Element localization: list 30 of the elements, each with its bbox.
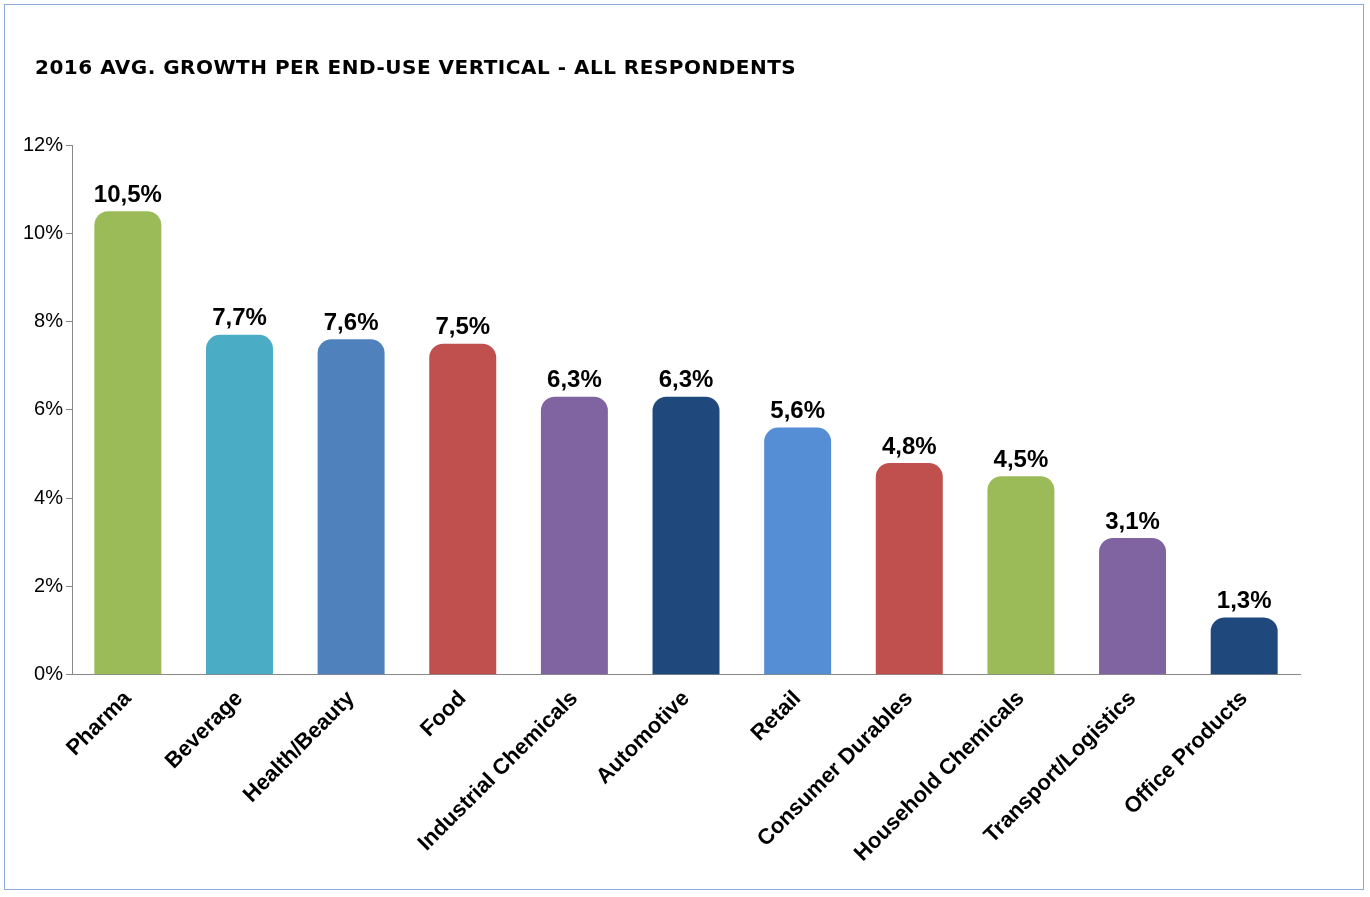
data-label: 4,5% [993,444,1049,472]
data-label: 5,6% [770,396,825,424]
y-tick-label: 2% [34,574,64,597]
bar [652,396,720,675]
chart-title: 2016 AVG. GROWTH PER END-USE VERTICAL - ALL RESPONDENTS [35,55,797,79]
y-tick-label: 0% [34,662,64,685]
data-label: 7,7% [212,303,267,331]
data-label: 4,8% [881,431,937,459]
data-label: 7,6% [323,307,379,335]
y-tick-label: 6% [34,397,64,420]
bar [205,334,273,675]
data-label: 3,1% [1105,506,1160,534]
data-label: 10,5% [93,179,162,207]
y-tick-label: 8% [34,309,64,332]
bar [317,339,385,675]
bar [540,396,608,675]
bar [764,427,832,675]
data-label: 7,5% [435,312,491,340]
bar [987,476,1055,675]
bar [1210,617,1278,675]
bar [94,211,162,675]
y-tick-label: 12% [23,132,64,155]
y-tick-label: 10% [23,220,64,243]
y-tick-label: 4% [34,485,64,508]
bar [429,343,497,675]
data-label: 1,3% [1216,586,1272,614]
bar [875,462,943,675]
bar [1099,537,1167,675]
data-label: 6,3% [547,365,602,393]
data-label: 6,3% [658,365,714,393]
